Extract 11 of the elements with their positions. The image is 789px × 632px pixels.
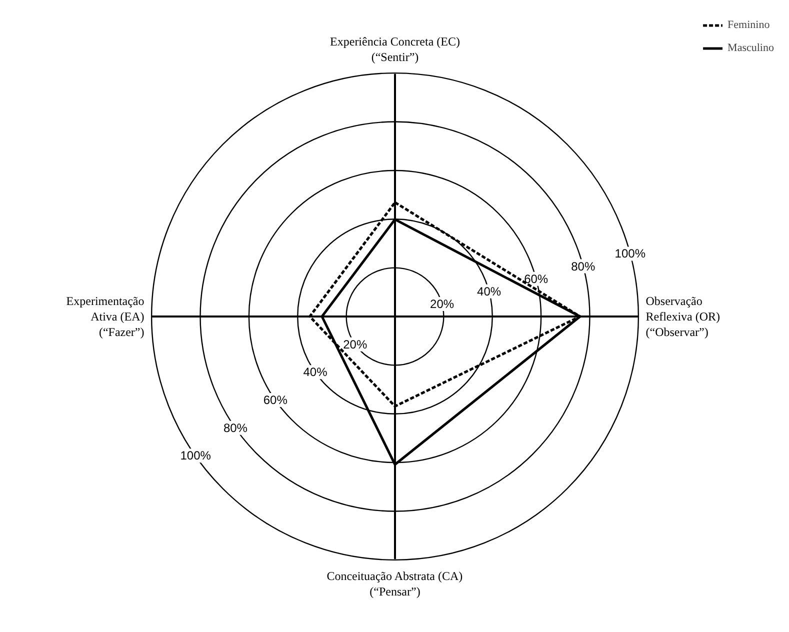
- text: 60%: [263, 393, 288, 408]
- text: 20%: [343, 337, 368, 352]
- text: 80%: [223, 420, 248, 435]
- legend-label: Feminino: [728, 19, 770, 31]
- spoke-label: Observação Reflexiva (OR) (“Observar”): [646, 294, 720, 339]
- spoke-label: Experimentação Ativa (EA) (“Fazer”): [66, 294, 144, 339]
- text: 100%: [180, 448, 211, 463]
- spoke-label: Experiência Concreta (EC) (“Sentir”): [330, 34, 460, 64]
- legend-label: Masculino: [728, 42, 774, 54]
- spoke-label: Conceituação Abstrata (CA) (“Pensar”): [326, 568, 463, 598]
- text: 40%: [303, 365, 328, 380]
